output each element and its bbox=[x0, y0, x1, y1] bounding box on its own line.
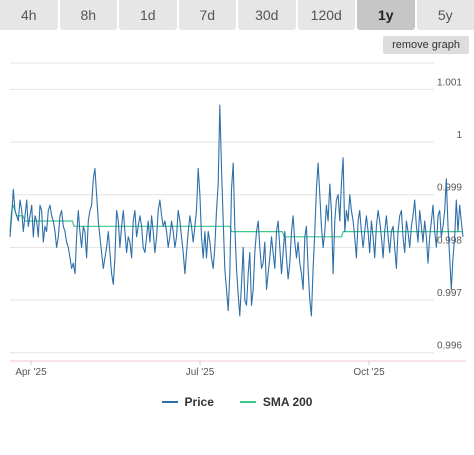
legend-item-price[interactable]: Price bbox=[161, 395, 214, 409]
timeframe-tabs: 4h 8h 1d 7d 30d 120d 1y 5y bbox=[0, 0, 474, 30]
tab-8h[interactable]: 8h bbox=[59, 0, 117, 30]
legend-swatch-sma bbox=[239, 401, 256, 403]
x-tick-label: Jul '25 bbox=[186, 367, 215, 378]
legend-label-sma: SMA 200 bbox=[262, 395, 313, 409]
y-tick-label: 0.999 bbox=[437, 183, 462, 194]
legend-item-sma[interactable]: SMA 200 bbox=[239, 395, 313, 409]
legend-swatch-price bbox=[161, 401, 178, 403]
x-tick-label: Apr '25 bbox=[15, 367, 47, 378]
y-tick-label: 0.996 bbox=[437, 341, 462, 352]
legend-label-price: Price bbox=[184, 395, 214, 409]
remove-graph-button[interactable]: remove graph bbox=[383, 36, 469, 54]
tab-30d[interactable]: 30d bbox=[238, 0, 296, 30]
chart-legend: Price SMA 200 bbox=[0, 392, 474, 412]
x-tick-label: Oct '25 bbox=[353, 367, 385, 378]
y-tick-label: 0.998 bbox=[437, 235, 462, 246]
tab-120d[interactable]: 120d bbox=[297, 0, 355, 30]
price-series-line bbox=[9, 104, 464, 317]
price-chart: 0.996 0.997 0.998 0.999 1 1.001 Apr '25 Jul '25… bbox=[9, 62, 466, 378]
tab-7d[interactable]: 7d bbox=[178, 0, 236, 30]
tab-1d[interactable]: 1d bbox=[119, 0, 177, 30]
tab-5y[interactable]: 5y bbox=[416, 0, 474, 30]
y-tick-label: 0.997 bbox=[437, 288, 462, 299]
y-tick-label: 1.001 bbox=[437, 77, 462, 88]
y-tick-label: 1 bbox=[456, 130, 462, 141]
tab-1y[interactable]: 1y bbox=[357, 0, 415, 30]
tab-4h[interactable]: 4h bbox=[0, 0, 58, 30]
